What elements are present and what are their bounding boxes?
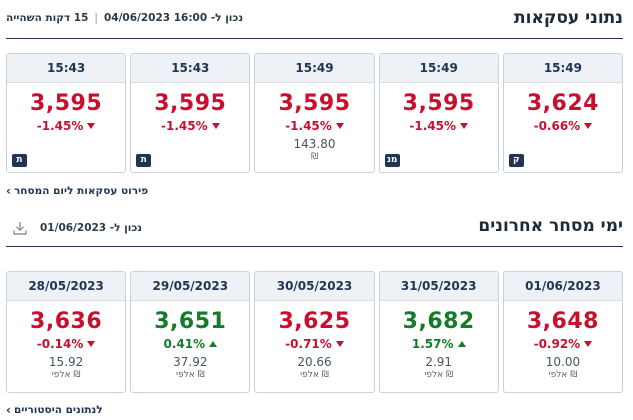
arrow-up-icon (457, 341, 466, 347)
card-price: 3,595 (154, 91, 227, 116)
card-volume-unit: אלפי ₪ (51, 370, 81, 380)
trades-delay: 15 דקות השהייה (6, 12, 89, 24)
card-change: -1.45% (255, 119, 373, 133)
card-change-value: 0.41% (163, 337, 206, 351)
card-change: 1.57% (380, 337, 498, 351)
card-change-value: -0.92% (533, 337, 581, 351)
quote-card: 31/05/2023 3,682 1.57% 2.91 אלפי ₪ (378, 271, 499, 393)
recent-updated: נכון ל- 01/06/2023 (40, 222, 143, 234)
quote-card: 15:49 3,624 -0.66% ק (502, 53, 624, 173)
card-volume-unit: אלפי ₪ (548, 370, 578, 380)
quote-card: 15:49 3,595 -1.45% 143.80 ₪ (254, 53, 375, 173)
arrow-down-icon (335, 123, 344, 129)
card-change-value: -1.45% (409, 119, 457, 133)
arrow-down-icon (460, 123, 469, 129)
chevron-left-icon: ‹ (6, 184, 11, 198)
card-change: -0.14% (7, 337, 125, 351)
card-price: 3,682 (402, 309, 475, 334)
card-volume: 10.00 (545, 355, 581, 369)
trades-cards: 15:43 3,595 -1.45% ת 15:43 3,595 -1.45% ת 15:49 3… (6, 53, 624, 173)
card-change: -1.45% (380, 119, 498, 133)
card-time: 15:49 (255, 54, 374, 83)
card-date: 31/05/2023 (379, 272, 498, 301)
historical-data-link-label: לנתונים היסטוריים (13, 404, 103, 416)
download-icon[interactable] (12, 220, 28, 236)
card-change: 0.41% (131, 337, 249, 351)
trades-divider (6, 38, 623, 39)
card-change-value: -0.14% (36, 337, 84, 351)
trades-detail-link-label: פירוט עסקאות ליום המסחר (13, 185, 149, 197)
card-change: -0.66% (504, 119, 622, 133)
quote-card: 30/05/2023 3,625 -0.71% 20.66 אלפי ₪ (254, 271, 375, 393)
card-price: 3,624 (526, 91, 599, 116)
card-price: 3,595 (402, 91, 475, 116)
quote-card: 01/06/2023 3,648 -0.92% 10.00 אלפי ₪ (502, 271, 624, 393)
quote-card: 15:43 3,595 -1.45% ת (6, 53, 127, 173)
card-volume: 15.92 (48, 355, 84, 369)
meta-separator: | (94, 12, 98, 24)
card-badge: מנ (384, 154, 400, 167)
card-badge: ת (136, 154, 152, 167)
card-time: 15:49 (379, 54, 498, 83)
quote-card: 15:49 3,595 -1.45% מנ (378, 53, 499, 173)
card-volume-unit: אלפי ₪ (424, 370, 454, 380)
card-volume-unit: ₪ (310, 152, 319, 162)
card-volume-unit: אלפי ₪ (300, 370, 329, 380)
arrow-down-icon (87, 341, 96, 347)
trades-updated: נכון ל- 16:00 04/06/2023 (103, 12, 244, 24)
card-change-value: -1.45% (36, 119, 84, 133)
card-time: 15:43 (7, 54, 126, 83)
card-price: 3,651 (154, 309, 227, 334)
card-change: -0.92% (504, 337, 622, 351)
card-volume: 143.80 (293, 137, 336, 151)
arrow-down-icon (87, 123, 96, 129)
trades-detail-link[interactable]: ‹ פירוט עסקאות ליום המסחר (6, 184, 148, 198)
card-price: 3,636 (30, 309, 103, 334)
trades-header: נתוני עסקאות נכון ל- 16:00 04/06/2023 | … (6, 8, 623, 28)
card-change-value: -1.45% (285, 119, 332, 133)
card-price: 3,595 (30, 91, 103, 116)
card-badge: ת (12, 154, 27, 167)
card-volume-unit: אלפי ₪ (175, 370, 205, 380)
card-date: 01/06/2023 (503, 272, 623, 301)
card-change-value: -0.71% (285, 337, 332, 351)
arrow-down-icon (211, 123, 220, 129)
recent-title: ימי מסחר אחרונים (478, 216, 623, 236)
quote-card: 29/05/2023 3,651 0.41% 37.92 אלפי ₪ (130, 271, 251, 393)
card-change: -0.71% (255, 337, 373, 351)
card-date: 29/05/2023 (131, 272, 250, 301)
card-date: 30/05/2023 (255, 272, 374, 301)
card-volume: 2.91 (425, 355, 453, 369)
card-change-value: -0.66% (533, 119, 581, 133)
chevron-left-icon: ‹ (6, 403, 11, 417)
arrow-down-icon (584, 341, 593, 347)
card-change-value: -1.45% (160, 119, 208, 133)
quote-card: 15:43 3,595 -1.45% ת (130, 53, 251, 173)
recent-header: ימי מסחר אחרונים (6, 216, 623, 236)
card-price: 3,595 (278, 91, 351, 116)
arrow-down-icon (584, 123, 593, 129)
card-change: -1.45% (7, 119, 125, 133)
quote-card: 28/05/2023 3,636 -0.14% 15.92 אלפי ₪ (6, 271, 127, 393)
card-volume: 20.66 (297, 355, 332, 369)
recent-cards: 28/05/2023 3,636 -0.14% 15.92 אלפי ₪ 29/05/20… (6, 271, 624, 393)
card-date: 28/05/2023 (7, 272, 126, 301)
card-price: 3,648 (526, 309, 599, 334)
trades-meta: נכון ל- 16:00 04/06/2023 | 15 דקות השהיי… (6, 12, 243, 24)
arrow-down-icon (335, 341, 344, 347)
card-badge: ק (508, 154, 524, 167)
card-time: 15:49 (503, 54, 623, 83)
card-change-value: 1.57% (411, 337, 454, 351)
recent-divider (6, 246, 623, 247)
card-volume: 37.92 (173, 355, 208, 369)
card-change: -1.45% (131, 119, 249, 133)
card-price: 3,625 (278, 309, 351, 334)
trades-title: נתוני עסקאות (514, 8, 623, 28)
historical-data-link[interactable]: ‹ לנתונים היסטוריים (6, 403, 103, 417)
arrow-up-icon (209, 341, 218, 347)
card-time: 15:43 (131, 54, 250, 83)
